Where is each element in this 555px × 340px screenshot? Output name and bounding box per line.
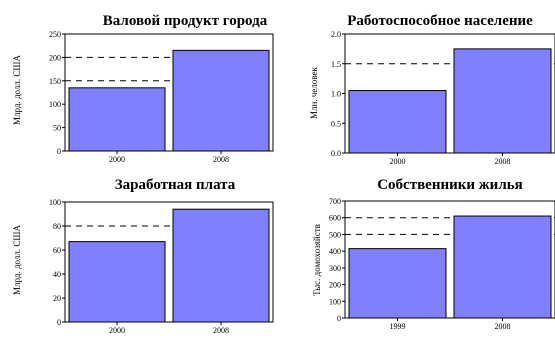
x-tick-label: 2008 xyxy=(213,155,229,164)
x-tick-label: 2008 xyxy=(495,157,511,166)
chart-panel-3: Заработная плата Млрд. долл. США 0 20 40 60 80… xyxy=(12,177,274,335)
y-tick-label: 20 xyxy=(53,294,61,303)
bar-2008 xyxy=(172,208,270,323)
chart-title: Работоспособное население xyxy=(347,13,533,29)
y-axis-label: Млрд. долл. США xyxy=(12,225,22,295)
chart-title: Валовой продукт города xyxy=(103,13,268,29)
x-tick-label: 2008 xyxy=(213,326,229,335)
y-tick-label: 100 xyxy=(329,297,341,306)
y-tick-label: 100 xyxy=(49,100,61,109)
y-tick-label: 250 xyxy=(49,30,61,39)
y-tick-label: 0.5 xyxy=(331,119,341,128)
y-tick-label: 0 xyxy=(57,147,61,156)
chart-panel-4: Собственники жилья Тыс. домохозяйств 0 100 2… xyxy=(312,177,555,331)
x-tick-label: 2000 xyxy=(390,157,406,166)
chart-title: Заработная плата xyxy=(115,177,236,193)
y-tick-label: 2.0 xyxy=(331,30,341,39)
y-tick-label: 200 xyxy=(329,281,341,290)
bar-2008 xyxy=(453,48,552,154)
bar-2008 xyxy=(453,215,552,319)
chart-panel-2: Работоспособное население Млн. человек 0.0… xyxy=(309,13,555,166)
y-tick-label: 0.0 xyxy=(331,149,341,158)
x-tick-label: 2000 xyxy=(109,326,125,335)
y-tick-label: 1.5 xyxy=(331,60,341,69)
y-tick-label: 500 xyxy=(329,230,341,239)
x-tick-label: 2008 xyxy=(495,322,511,331)
x-tick-label: 1999 xyxy=(390,322,406,331)
y-tick-label: 300 xyxy=(329,264,341,273)
y-axis-label: Млрд. долл. США xyxy=(12,55,22,125)
y-axis-label: Млн. человек xyxy=(309,66,319,119)
chart-title: Собственники жилья xyxy=(377,177,523,193)
plot-frame xyxy=(64,201,274,323)
y-tick-label: 0 xyxy=(57,318,61,327)
y-axis-label: Тыс. домохозяйств xyxy=(312,224,322,296)
plot-frame xyxy=(344,200,555,319)
y-tick-label: 80 xyxy=(53,222,61,231)
bar-2008 xyxy=(172,49,270,152)
y-tick-label: 40 xyxy=(53,270,61,279)
y-tick-label: 150 xyxy=(49,77,61,86)
bar-1999 xyxy=(348,248,447,319)
y-tick-label: 50 xyxy=(53,124,61,133)
y-tick-label: 0 xyxy=(337,314,341,323)
y-tick-label: 1.0 xyxy=(331,90,341,99)
bar-2000 xyxy=(348,90,447,154)
y-tick-label: 700 xyxy=(329,197,341,206)
y-tick-label: 200 xyxy=(49,53,61,62)
y-tick-label: 60 xyxy=(53,246,61,255)
bar-2000 xyxy=(68,241,166,323)
y-tick-label: 600 xyxy=(329,214,341,223)
y-tick-label: 100 xyxy=(49,198,61,207)
bar-2000 xyxy=(68,87,166,152)
plot-frame xyxy=(64,33,274,152)
x-tick-label: 2000 xyxy=(109,155,125,164)
chart-panel-1: Валовой продукт города Млрд. долл. США 0 50… xyxy=(12,13,274,164)
y-tick-label: 400 xyxy=(329,247,341,256)
